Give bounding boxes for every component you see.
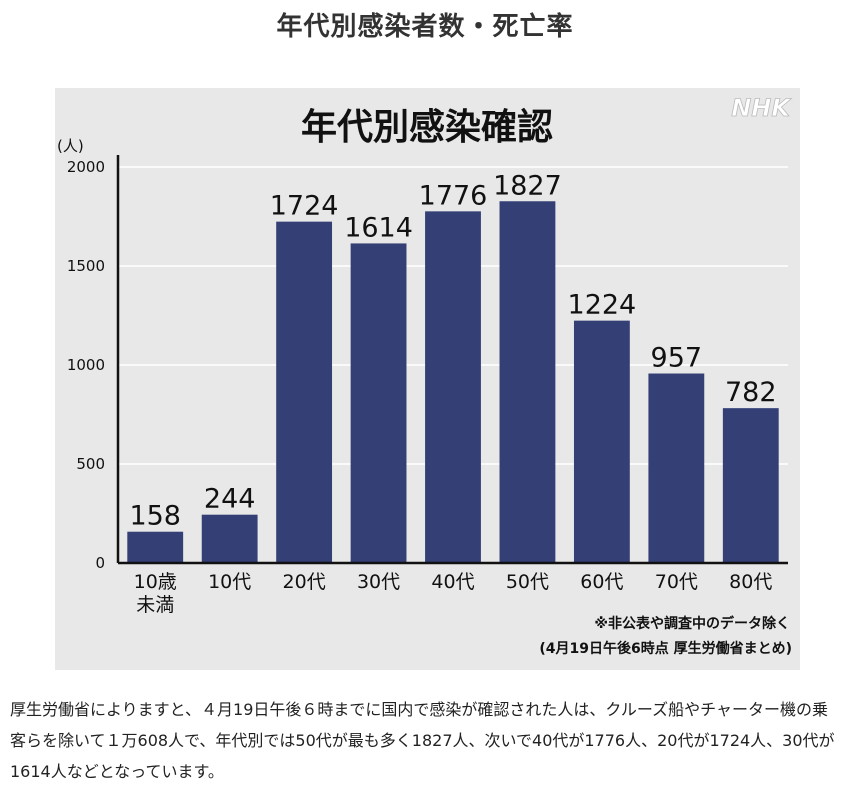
nhk-logo: NHK [731,94,792,122]
bar-value-label: 1827 [493,170,562,201]
bar-chart: 0 500 1000 1500 2000 158 10歳未満 244 10代 1724 20代 16… [57,94,793,657]
x-tick-label: 50代 [506,571,549,593]
chart-figure: 0 500 1000 1500 2000 158 10歳未満 244 10代 1724 20代 16… [55,88,800,670]
y-axis-unit-label: (人) [57,137,84,155]
bar [425,211,481,563]
x-tick-label: 10歳未満 [134,571,177,616]
bar-value-label: 1614 [344,212,413,243]
bar [276,221,333,563]
article-caption: 厚生労働省によりますと、４月19日午後６時までに国内で感染が確認された人は、クル… [10,700,835,781]
footnote-exclusion: ※非公表や調査中のデータ除く [594,615,790,632]
bar-value-label: 957 [651,343,703,374]
bar [499,201,556,563]
bar-value-label: 158 [129,501,181,532]
y-tick-label: 1500 [67,257,105,275]
bar-value-label: 1776 [419,180,488,211]
bar-value-label: 782 [725,377,777,408]
y-tick-label: 0 [95,554,105,572]
footnote-source: (4月19日午後6時点 厚生労働省まとめ) [539,640,792,657]
x-tick-label: 30代 [357,571,400,593]
y-tick-label: 1000 [67,356,105,374]
bar [573,320,630,563]
y-tick-label: 500 [76,455,105,473]
x-tick-label: 70代 [655,571,698,593]
page-title: 年代別感染者数・死亡率 [276,12,574,42]
x-tick-label: 40代 [431,571,474,593]
bar [722,408,779,563]
bar-value-label: 244 [204,484,256,515]
bar [350,243,407,564]
x-tick-label: 60代 [580,571,623,593]
x-tick-label: 20代 [283,571,326,593]
y-tick-label: 2000 [67,158,105,176]
bar [127,531,184,563]
bar-value-label: 1724 [270,191,339,222]
bar-value-label: 1224 [568,290,637,321]
chart-title: 年代別感染確認 [301,107,553,148]
bar [648,373,705,563]
bar [201,514,258,563]
x-tick-label: 10代 [208,571,251,593]
x-tick-label: 80代 [729,571,772,593]
